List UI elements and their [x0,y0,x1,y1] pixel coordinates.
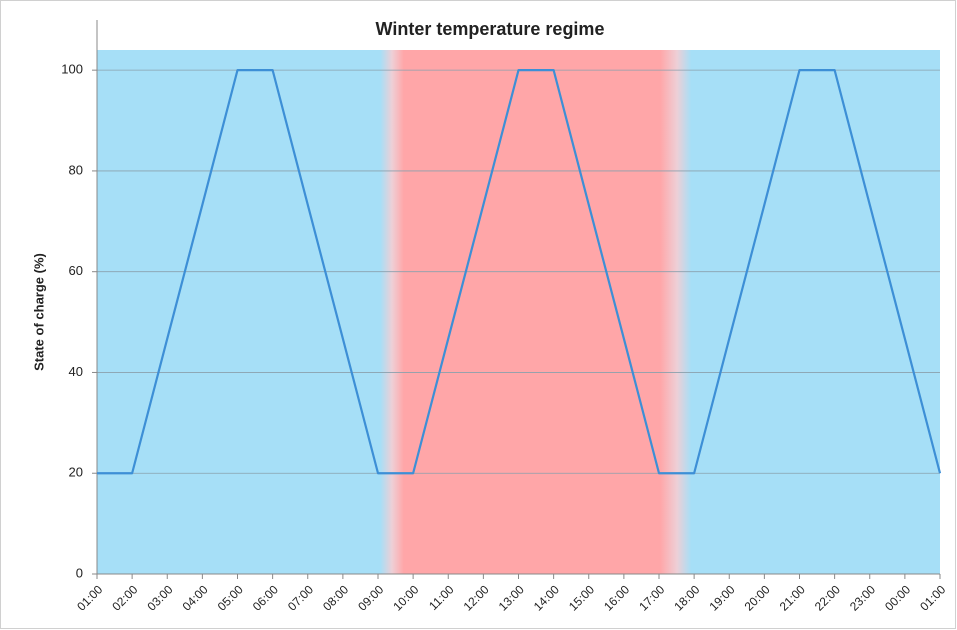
y-axis-label: State of charge (%) [31,253,46,371]
y-tick-label: 40 [69,364,83,379]
line-series [97,69,942,475]
regime-background [97,50,940,574]
y-tick-label: 80 [69,162,83,177]
y-tick-label: 60 [69,263,83,278]
y-tick-label: 0 [76,565,83,580]
y-tick-label: 20 [69,465,83,480]
y-tick-label: 100 [61,62,83,77]
chart-title: Winter temperature regime [376,19,605,39]
